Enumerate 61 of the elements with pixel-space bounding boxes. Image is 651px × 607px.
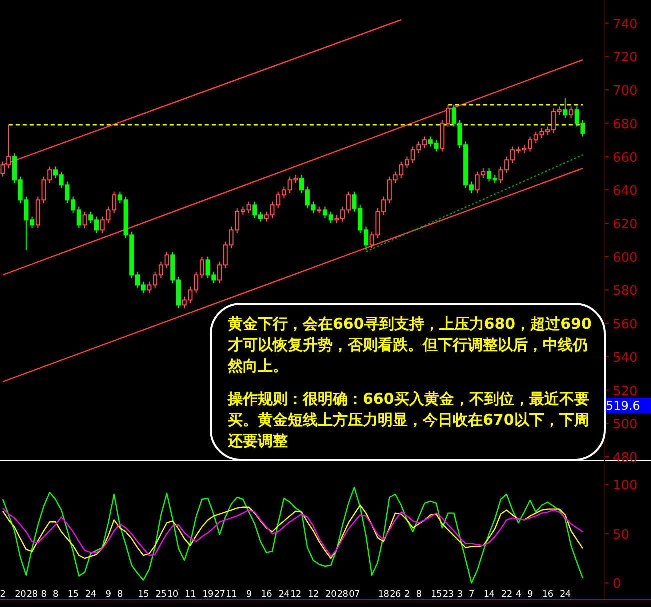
y-tick-label: 680 [613,117,638,132]
y-tick-label: 0 [613,577,622,592]
x-tick-label: 25 [156,590,167,600]
x-tick-label: 22 [501,590,512,600]
x-tick-label: 07 [349,590,360,600]
x-tick-label: 24 [560,590,572,600]
x-tick-label: 2 [0,590,6,600]
x-tick-label: 28 [337,590,349,600]
y-tick-label: 620 [613,217,638,232]
y-tick-label: 500 [613,418,638,433]
x-tick-label: 15 [431,590,442,600]
y-tick-label: 520 [613,384,638,400]
x-tick-label: 10 [167,590,179,600]
x-tick-label: 8 [41,590,48,600]
x-tick-label: 7 [468,590,474,600]
x-tick-label: 24 [85,590,97,600]
y-tick-label: 660 [613,150,638,166]
x-tick-label: 9 [528,590,534,600]
annotation: 黄金下行，会在660寻到支持，上压力680，超过690才可以恢复升势，否则看跌。但下行调整以后，中线仍然向上。 [228,314,593,377]
y-tick-label: 560 [613,318,638,333]
y-tick-label: 540 [613,350,638,366]
x-tick-label: 23 [442,590,454,600]
y-tick-label: 640 [613,184,638,200]
x-tick-label: 15 [68,590,79,600]
text: 519.6 [606,399,640,413]
x-tick-label: 27 [214,590,226,600]
x-tick-label: 19 [202,590,214,600]
y-tick-label: 50 [613,528,630,543]
x-tick-label: 8 [53,590,60,600]
candlestick [569,106,574,119]
x-tick-label: 15 [138,590,150,600]
x-tick-label: 9 [106,590,112,600]
x-tick-label: 28 [26,590,38,600]
y-tick-label: 740 [613,17,638,32]
x-tick-label: 14 [484,590,496,600]
x-tick-label: 16 [261,590,273,600]
x-tick-label: 8 [117,590,124,600]
x-tick-label: 12 [308,590,319,600]
x-tick-label: 2 [404,590,410,600]
y-tick-label: 100 [613,478,638,494]
x-tick-label: 9 [246,590,252,600]
x-tick-label: 16 [542,590,554,600]
candlestick [82,211,88,229]
x-tick-label: 8 [416,590,422,600]
y-tick-label: 720 [613,50,638,66]
y-tick-label: 700 [613,84,638,100]
x-tick-label: 18 [378,590,390,600]
line-series [2,487,584,584]
x-tick-label: 4 [516,590,522,600]
x-tick-label: 20 [15,590,27,600]
x-tick-label: 20 [326,590,338,600]
candlestick [563,98,568,119]
x-tick-label: 24 [278,590,290,600]
x-tick-label: 3 [457,590,463,600]
x-tick-label: 26 [390,590,402,600]
x-tick-label: 12 [290,590,302,600]
annotation: 操作规则：很明确：660买入黄金，不到位，最近不要买。黄金短线上方压力明显，今日收在670以下，下周还要调整 [228,389,590,452]
x-tick-label: 11 [226,590,237,600]
y-tick-label: 600 [613,250,638,266]
x-tick-label: 11 [185,590,196,600]
y-tick-label: 580 [613,284,638,300]
